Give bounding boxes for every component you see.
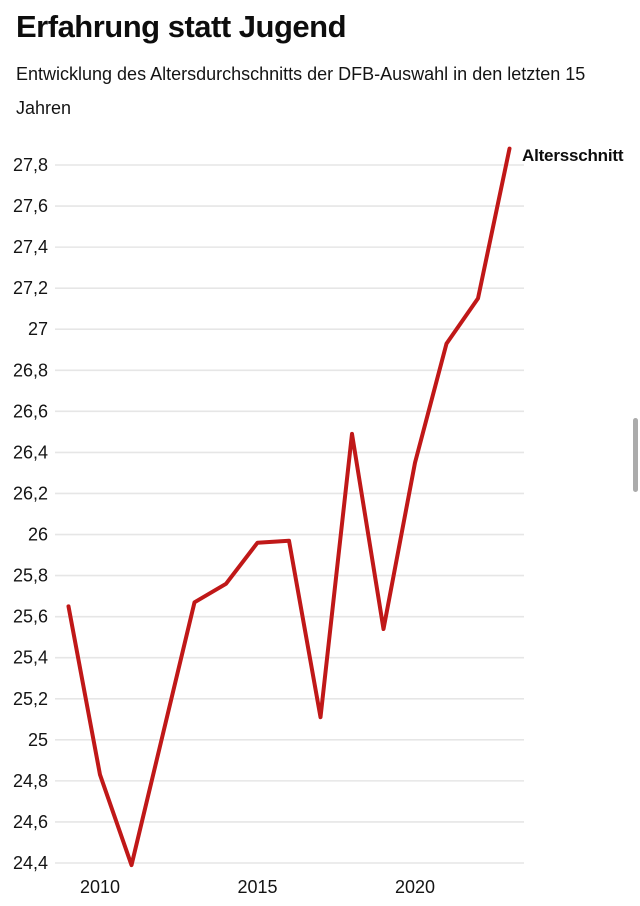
y-axis-tick-label: 24,6 — [13, 812, 48, 832]
chart-subtitle: Entwicklung des Altersdurchschnitts der … — [16, 57, 640, 125]
subtitle-line-1: Entwicklung des Altersdurchschnitts der … — [16, 64, 586, 84]
page-title: Erfahrung statt Jugend — [16, 9, 347, 44]
subtitle-line-2: Jahren — [16, 98, 72, 118]
y-axis-tick-label: 26,6 — [13, 401, 48, 421]
y-axis-tick-label: 25 — [28, 730, 48, 750]
x-axis-tick-label: 2010 — [80, 877, 120, 897]
y-axis-tick-label: 26,2 — [13, 483, 48, 503]
y-axis-tick-label: 26,4 — [13, 442, 48, 462]
chart-header: Erfahrung statt Jugend Entwicklung des A… — [0, 0, 640, 125]
scrollbar-thumb[interactable] — [633, 418, 638, 492]
y-axis-tick-label: 25,4 — [13, 648, 48, 668]
y-axis-tick-label: 25,2 — [13, 689, 48, 709]
y-axis-tick-label: 26,8 — [13, 360, 48, 380]
y-axis-tick-label: 27,8 — [13, 155, 48, 175]
y-axis-tick-label: 27,2 — [13, 278, 48, 298]
x-axis-tick-label: 2015 — [237, 877, 277, 897]
y-axis-tick-label: 27,6 — [13, 196, 48, 216]
y-axis-tick-label: 24,8 — [13, 771, 48, 791]
y-axis-tick-label: 27 — [28, 319, 48, 339]
y-axis-tick-label: 24,4 — [13, 853, 48, 873]
series-line-label: Altersschnitt — [522, 146, 624, 165]
y-axis-tick-label: 25,6 — [13, 607, 48, 627]
age-trend-line[interactable] — [66, 146, 512, 868]
y-axis-tick-label: 26 — [28, 525, 48, 545]
y-axis-tick-label: 25,8 — [13, 566, 48, 586]
x-axis-tick-label: 2020 — [395, 877, 435, 897]
y-axis-tick-label: 27,4 — [13, 237, 48, 257]
